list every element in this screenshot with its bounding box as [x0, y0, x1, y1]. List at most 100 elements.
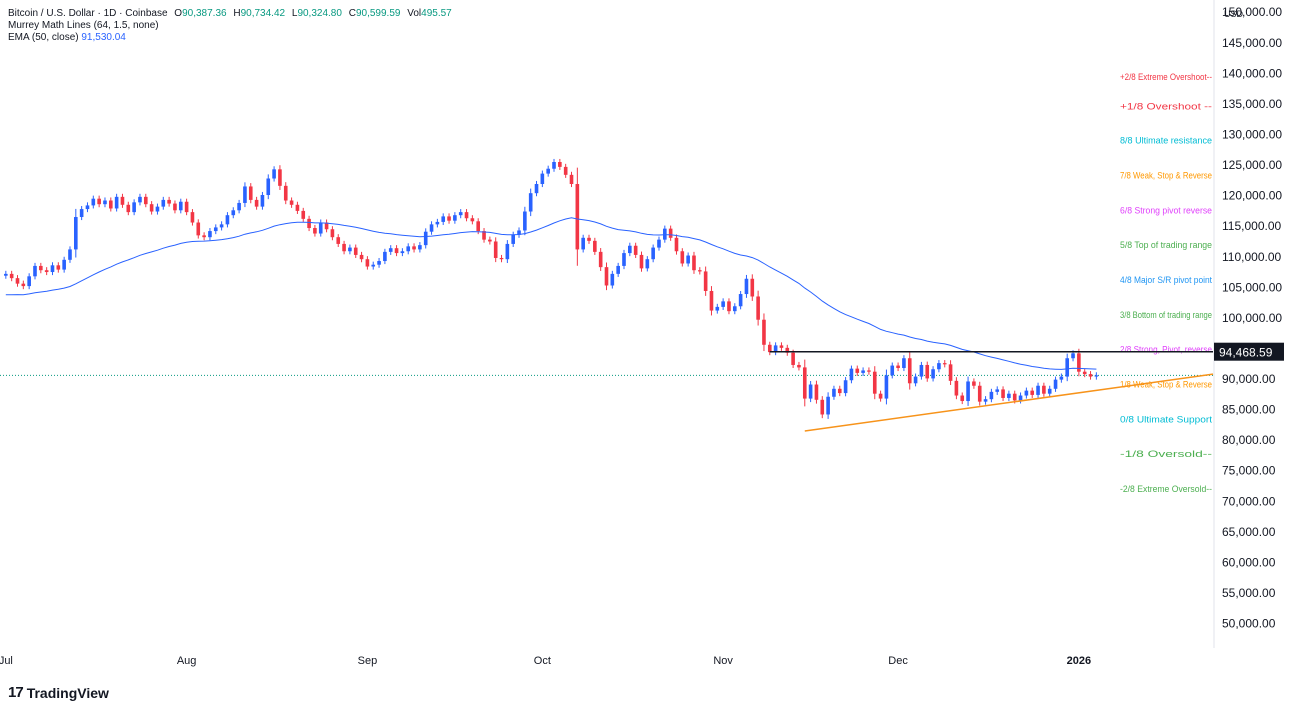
- candle-body[interactable]: [406, 246, 411, 252]
- candle-body[interactable]: [762, 319, 766, 345]
- candle-body[interactable]: [767, 344, 772, 353]
- candle-body[interactable]: [989, 391, 994, 400]
- candle-body[interactable]: [493, 241, 498, 258]
- candle-body[interactable]: [412, 246, 416, 250]
- candle-body[interactable]: [1082, 371, 1087, 375]
- candle-body[interactable]: [1088, 374, 1093, 377]
- candle-body[interactable]: [837, 388, 842, 394]
- candle-body[interactable]: [546, 168, 550, 174]
- candle-body[interactable]: [342, 243, 346, 252]
- candle-body[interactable]: [773, 345, 778, 353]
- candle-body[interactable]: [254, 199, 259, 207]
- candle-body[interactable]: [558, 162, 562, 167]
- candle-body[interactable]: [435, 221, 440, 225]
- candle-body[interactable]: [697, 270, 702, 272]
- candle-body[interactable]: [324, 222, 329, 230]
- candle-body[interactable]: [132, 202, 136, 213]
- candle-body[interactable]: [103, 200, 107, 205]
- candle-body[interactable]: [283, 185, 288, 201]
- candle-body[interactable]: [966, 381, 970, 402]
- candle-body[interactable]: [919, 364, 924, 377]
- candle-body[interactable]: [400, 251, 405, 254]
- candle-body[interactable]: [441, 216, 446, 222]
- candle-body[interactable]: [639, 254, 644, 269]
- candle-body[interactable]: [149, 204, 154, 212]
- candle-body[interactable]: [488, 239, 492, 242]
- candle-body[interactable]: [196, 222, 201, 236]
- candle-body[interactable]: [1077, 353, 1081, 372]
- candle-body[interactable]: [972, 381, 976, 386]
- candle-body[interactable]: [703, 271, 708, 291]
- candle-body[interactable]: [301, 210, 306, 219]
- candle-body[interactable]: [692, 255, 696, 271]
- candle-body[interactable]: [295, 204, 300, 211]
- candle-body[interactable]: [278, 169, 282, 186]
- candle-body[interactable]: [604, 267, 609, 286]
- candle-body[interactable]: [1007, 393, 1011, 398]
- candle-body[interactable]: [33, 265, 37, 277]
- candle-body[interactable]: [74, 217, 78, 250]
- candle-body[interactable]: [960, 395, 965, 402]
- candle-body[interactable]: [453, 215, 457, 221]
- candle-body[interactable]: [1024, 390, 1029, 396]
- candle-body[interactable]: [890, 365, 895, 376]
- candle-body[interactable]: [248, 186, 253, 200]
- candle-body[interactable]: [202, 235, 206, 238]
- candle-body[interactable]: [4, 273, 8, 276]
- candle-body[interactable]: [511, 234, 516, 244]
- candle-body[interactable]: [219, 224, 224, 228]
- candle-body[interactable]: [429, 224, 434, 232]
- candle-body[interactable]: [458, 212, 463, 216]
- candle-body[interactable]: [902, 358, 906, 369]
- candle-body[interactable]: [418, 245, 422, 250]
- candle-body[interactable]: [15, 278, 20, 284]
- candle-body[interactable]: [21, 283, 26, 287]
- candle-body[interactable]: [867, 370, 871, 372]
- candle-body[interactable]: [126, 204, 131, 213]
- candle-body[interactable]: [593, 240, 597, 252]
- candle-body[interactable]: [843, 380, 848, 394]
- legend-murrey-row[interactable]: Murrey Math Lines (64, 1.5, none): [8, 20, 456, 32]
- candle-body[interactable]: [1030, 390, 1035, 395]
- legend-ema-row[interactable]: EMA (50, close) 91,530.04: [8, 32, 456, 44]
- candle-body[interactable]: [674, 237, 679, 252]
- candle-body[interactable]: [470, 218, 475, 222]
- candle-body[interactable]: [878, 393, 883, 399]
- candle-body[interactable]: [272, 169, 276, 179]
- candle-body[interactable]: [91, 198, 96, 206]
- candle-body[interactable]: [1053, 379, 1058, 389]
- candle-body[interactable]: [983, 399, 988, 402]
- candle-body[interactable]: [861, 370, 865, 373]
- candle-body[interactable]: [1094, 375, 1099, 377]
- candle-body[interactable]: [1059, 376, 1064, 380]
- candle-body[interactable]: [161, 199, 166, 207]
- candle-body[interactable]: [663, 228, 667, 240]
- candle-body[interactable]: [505, 243, 510, 260]
- candle-body[interactable]: [995, 389, 1000, 392]
- candle-body[interactable]: [237, 202, 241, 211]
- candle-body[interactable]: [44, 270, 49, 273]
- candle-body[interactable]: [27, 276, 31, 287]
- ascending-support-line[interactable]: [804, 373, 1214, 432]
- candle-body[interactable]: [779, 345, 784, 348]
- candle-body[interactable]: [581, 237, 585, 250]
- candle-body[interactable]: [114, 196, 119, 209]
- candle-body[interactable]: [738, 294, 743, 307]
- candle-body[interactable]: [330, 229, 335, 238]
- candle-body[interactable]: [85, 205, 90, 210]
- candle-body[interactable]: [1042, 385, 1046, 394]
- candle-body[interactable]: [832, 388, 836, 397]
- candle-body[interactable]: [1018, 395, 1023, 401]
- candle-body[interactable]: [954, 380, 959, 396]
- candle-body[interactable]: [907, 358, 912, 384]
- candle-body[interactable]: [348, 247, 352, 252]
- candle-body[interactable]: [394, 248, 399, 254]
- candle-body[interactable]: [680, 251, 685, 264]
- candle-body[interactable]: [482, 231, 486, 240]
- candle-body[interactable]: [977, 385, 982, 402]
- candle-body[interactable]: [120, 196, 125, 205]
- candle-body[interactable]: [1012, 393, 1017, 401]
- candle-body[interactable]: [598, 251, 603, 268]
- candle-body[interactable]: [39, 265, 43, 271]
- candle-body[interactable]: [575, 184, 580, 250]
